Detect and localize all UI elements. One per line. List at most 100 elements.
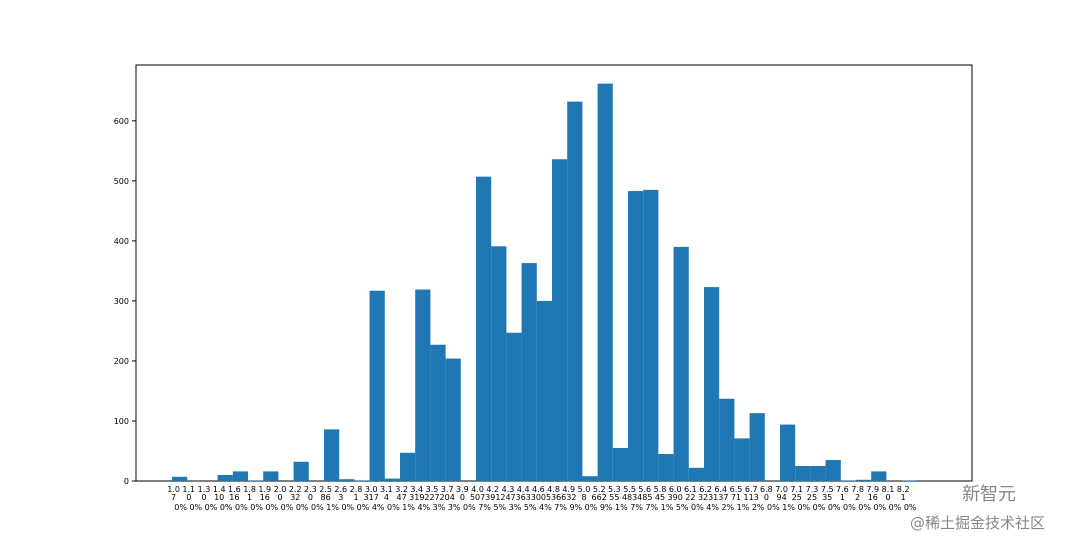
x-tick-label: 8.2 [897,485,910,494]
y-tick-label: 0 [124,477,129,486]
bar [628,191,644,481]
bar [871,471,887,481]
x-tick-label: 5.6 [638,485,651,494]
count-label: 485 [637,493,652,502]
x-tick-label: 4.2 [486,485,499,494]
bar [810,465,826,481]
count-label: 3 [338,493,343,502]
x-tick-label: 5.0 [578,485,591,494]
x-tick-label: 1.0 [167,485,180,494]
x-tick-label: 4.0 [471,485,484,494]
count-label: 35 [822,493,832,502]
percent-label: 4% [706,503,719,512]
x-tick-label: 7.8 [851,485,864,494]
bar [734,438,750,481]
x-tick-label: 4.6 [532,485,545,494]
percent-label: 1% [782,503,795,512]
percent-label: 0% [828,503,841,512]
x-tick-label: 2.8 [350,485,363,494]
x-tick-label: 3.9 [456,485,469,494]
bar [597,83,613,481]
bar [536,300,552,481]
x-tick-label: 3.2 [395,485,408,494]
x-tick-label: 5.3 [608,485,621,494]
x-tick-label: 7.6 [836,485,849,494]
bar [673,246,689,481]
x-tick-label: 1.4 [213,485,226,494]
percent-label: 0% [250,503,263,512]
count-label: 45 [655,493,665,502]
percent-label: 0% [387,503,400,512]
bar [840,480,856,481]
bar [445,358,461,481]
count-label: 47 [397,493,407,502]
percent-label: 0% [281,503,294,512]
percent-label: 7% [630,503,643,512]
bar [324,429,340,481]
x-tick-label: 3.5 [426,485,439,494]
bar [901,480,917,481]
percent-label: 0% [873,503,886,512]
y-tick-label: 400 [114,237,129,246]
count-label: 1 [247,493,252,502]
count-label: 632 [561,493,576,502]
bar [612,447,628,481]
percent-label: 2% [752,503,765,512]
x-tick-label: 4.4 [517,485,530,494]
count-label: 16 [260,493,270,502]
count-label: 71 [731,493,741,502]
count-label: 32 [290,493,300,502]
x-tick-label: 3.0 [365,485,378,494]
x-tick-label: 3.4 [410,485,423,494]
count-label: 16 [229,493,239,502]
percent-label: 4% [539,503,552,512]
count-label: 0 [764,493,769,502]
count-label: 1 [840,493,845,502]
x-tick-label: 5.5 [623,485,636,494]
count-label: 0 [308,493,313,502]
x-tick-label: 1.8 [243,485,256,494]
percent-label: 1% [402,503,415,512]
count-label: 483 [622,493,637,502]
bar [491,246,507,481]
percent-label: 5% [493,503,506,512]
count-label: 391 [485,493,500,502]
bar [795,465,811,481]
count-label: 363 [516,493,531,502]
x-tick-label: 6.8 [760,485,773,494]
count-label: 0 [885,493,890,502]
x-tick-label: 2.0 [274,485,287,494]
bar [688,467,704,481]
bar [749,413,765,481]
count-label: 137 [713,493,728,502]
bar [704,287,720,481]
x-tick-label: 1.9 [258,485,271,494]
y-tick-label: 500 [114,177,129,186]
x-tick-label: 6.2 [699,485,712,494]
bar [567,101,583,481]
x-tick-label: 7.0 [775,485,788,494]
bar [582,476,598,481]
percent-label: 4% [372,503,385,512]
percent-label: 0% [296,503,309,512]
bar [400,452,416,481]
percent-label: 1% [737,503,750,512]
bar [719,398,735,481]
percent-label: 0% [174,503,187,512]
bar [384,478,400,481]
bar [521,263,537,481]
y-tick-label: 100 [114,417,129,426]
percent-label: 0% [357,503,370,512]
count-label: 204 [440,493,455,502]
percent-label: 3% [509,503,522,512]
count-label: 227 [424,493,439,502]
y-tick-label: 200 [114,357,129,366]
count-label: 247 [500,493,515,502]
count-label: 25 [807,493,817,502]
bar [430,344,446,481]
percent-label: 5% [524,503,537,512]
count-label: 507 [470,493,485,502]
x-tick-label: 1.3 [198,485,211,494]
count-label: 662 [592,493,607,502]
